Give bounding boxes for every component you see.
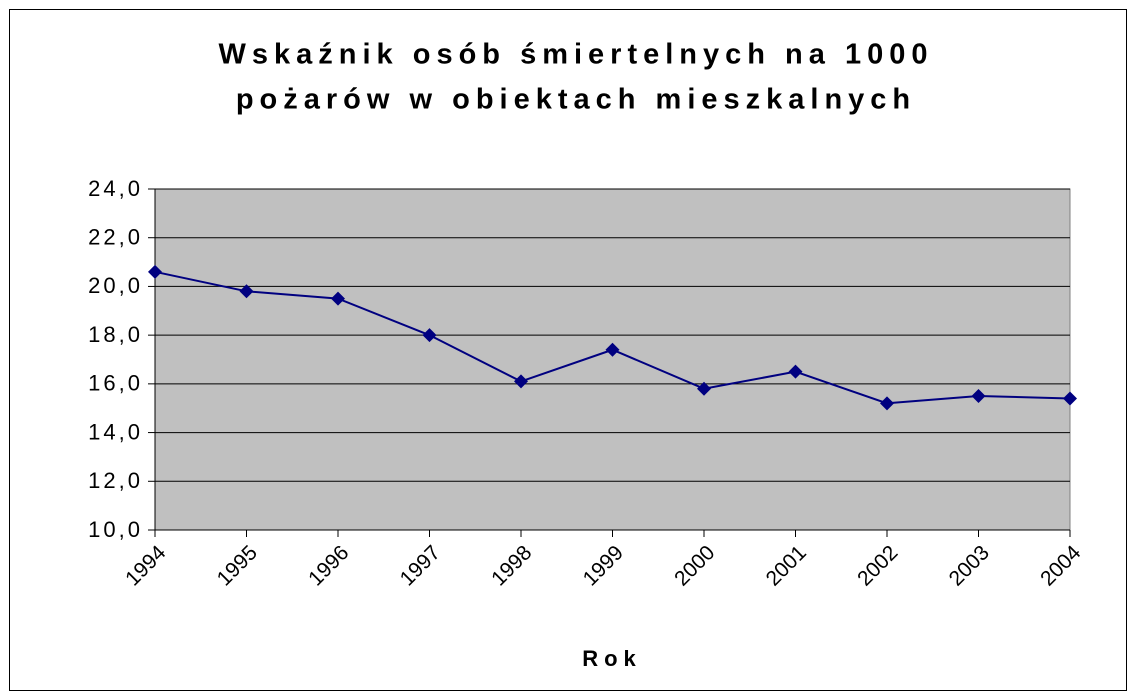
data-point [148, 264, 162, 279]
chart-title: Wskaźnik osób śmiertelnych na 1000 [219, 39, 934, 71]
y-tick-label: 12,0 [88, 468, 143, 493]
chart-title: pożarów w obiektach mieszkalnych [236, 84, 916, 116]
data-point [880, 396, 894, 411]
data-point [331, 291, 345, 306]
y-tick-label: 20,0 [88, 273, 143, 298]
x-axis-label: Rok [582, 646, 642, 671]
data-point [605, 342, 620, 357]
data-point [788, 364, 803, 379]
data-point [1063, 391, 1077, 406]
plot-area [154, 188, 1071, 531]
data-point [422, 328, 437, 343]
y-tick-label: 24,0 [88, 176, 143, 201]
data-point [697, 381, 711, 396]
data-point [971, 389, 986, 404]
data-point [239, 284, 254, 299]
data-point [514, 374, 528, 389]
y-tick-label: 10,0 [88, 517, 143, 542]
y-tick-label: 18,0 [88, 322, 143, 347]
y-tick-label: 16,0 [88, 371, 143, 396]
y-tick-label: 22,0 [88, 225, 143, 250]
y-tick-label: 14,0 [88, 419, 143, 444]
